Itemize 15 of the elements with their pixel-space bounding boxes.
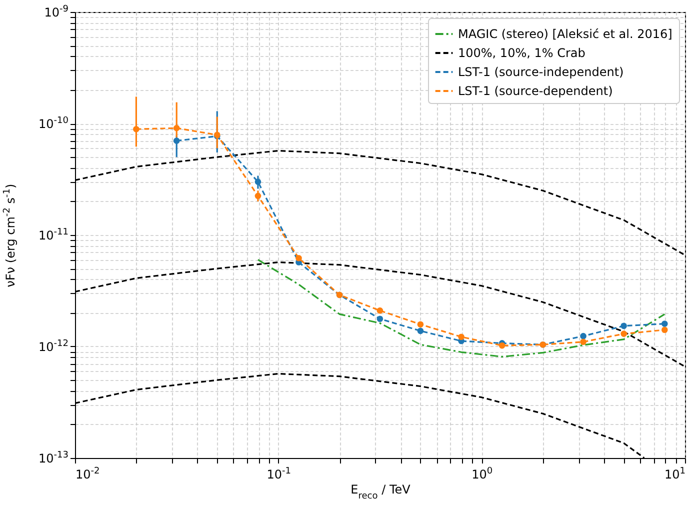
legend-label: MAGIC (stereo) [Aleksić et al. 2016] — [458, 27, 672, 41]
x-tick-label: 10$^{1}$ — [664, 466, 686, 482]
legend-label: 100%, 10%, 1% Crab — [458, 46, 586, 60]
x-tick-label: 10$^{-2}$ — [76, 466, 100, 482]
y-tick-label: 10$^{-10}$ — [38, 116, 69, 131]
x-axis-title: E$_{reco}$ / TeV — [350, 482, 412, 502]
y-tick-label: 10$^{-12}$ — [38, 339, 68, 354]
legend-label: LST-1 (source-independent) — [458, 65, 624, 79]
line-series — [257, 258, 666, 358]
x-tick-label: 10$^{-1}$ — [266, 466, 291, 482]
y-tick-label: 10$^{-11}$ — [38, 228, 68, 242]
y-tick-label: 10$^{-13}$ — [38, 450, 68, 466]
y-tick-label: 10$^{-9}$ — [44, 4, 69, 20]
legend-label: LST-1 (source-dependent) — [458, 84, 613, 98]
x-tick-label: 10$^{0}$ — [472, 466, 493, 482]
